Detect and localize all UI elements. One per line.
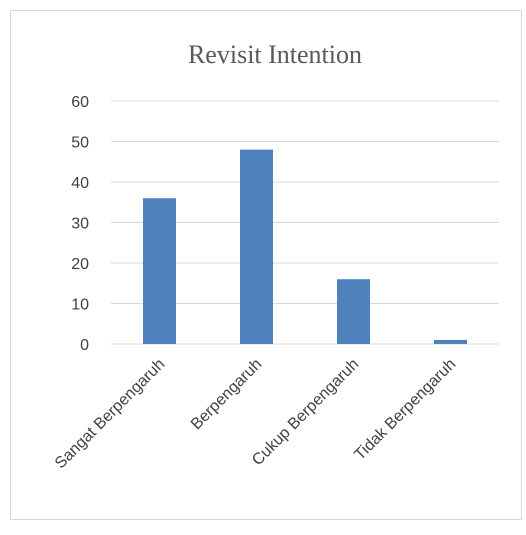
y-tick-label: 20 [71, 256, 89, 273]
chart-area: Revisit Intention 0 10 20 30 40 50 60 Sangat B… [10, 10, 522, 520]
y-tick-label: 0 [80, 337, 89, 354]
bar [240, 149, 273, 344]
chart-title: Revisit Intention [188, 40, 362, 69]
x-category-label: Cukup Berpengaruh [249, 356, 362, 469]
y-tick-label: 30 [71, 216, 89, 233]
bar [143, 198, 176, 344]
bar [434, 339, 467, 344]
y-tick-label: 40 [71, 175, 89, 192]
bar-chart: Revisit Intention 0 10 20 30 40 50 60 Sangat B… [52, 40, 499, 472]
bars [143, 149, 467, 344]
y-axis-ticks: 0 10 20 30 40 50 60 [71, 94, 89, 354]
bar [337, 279, 370, 344]
x-category-label: Tidak Berpengaruh [351, 356, 459, 464]
x-category-label: Sangat Berpengaruh [52, 356, 168, 472]
x-category-label: Berpengaruh [188, 356, 265, 433]
y-tick-label: 10 [71, 297, 89, 314]
y-tick-label: 50 [71, 135, 89, 152]
y-tick-label: 60 [71, 94, 89, 111]
